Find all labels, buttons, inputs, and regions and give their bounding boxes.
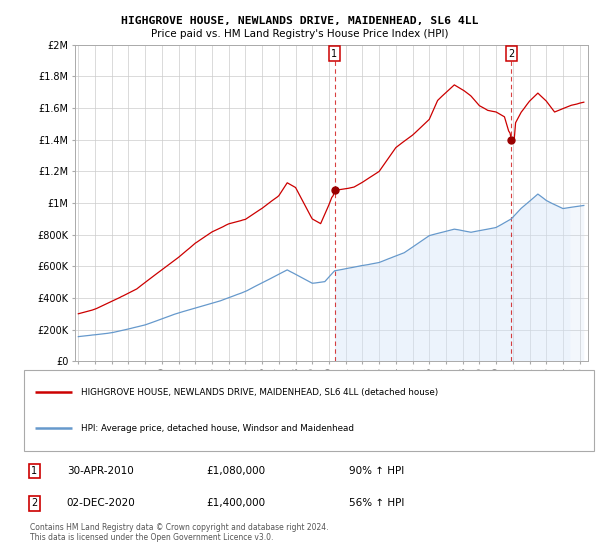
Text: HIGHGROVE HOUSE, NEWLANDS DRIVE, MAIDENHEAD, SL6 4LL: HIGHGROVE HOUSE, NEWLANDS DRIVE, MAIDENH…	[121, 16, 479, 26]
Text: 30-APR-2010: 30-APR-2010	[67, 466, 133, 476]
Text: 2: 2	[508, 49, 515, 59]
Text: 1: 1	[31, 466, 37, 476]
Text: £1,080,000: £1,080,000	[206, 466, 266, 476]
Text: 1: 1	[331, 49, 338, 59]
Text: Contains HM Land Registry data © Crown copyright and database right 2024.
This d: Contains HM Land Registry data © Crown c…	[30, 523, 328, 542]
Text: £1,400,000: £1,400,000	[206, 498, 266, 508]
FancyBboxPatch shape	[24, 370, 594, 451]
Text: 02-DEC-2020: 02-DEC-2020	[67, 498, 136, 508]
Text: 2: 2	[31, 498, 37, 508]
Text: 56% ↑ HPI: 56% ↑ HPI	[349, 498, 404, 508]
Text: 90% ↑ HPI: 90% ↑ HPI	[349, 466, 404, 476]
Text: HIGHGROVE HOUSE, NEWLANDS DRIVE, MAIDENHEAD, SL6 4LL (detached house): HIGHGROVE HOUSE, NEWLANDS DRIVE, MAIDENH…	[81, 388, 438, 397]
Text: HPI: Average price, detached house, Windsor and Maidenhead: HPI: Average price, detached house, Wind…	[81, 423, 354, 432]
Text: Price paid vs. HM Land Registry's House Price Index (HPI): Price paid vs. HM Land Registry's House …	[151, 29, 449, 39]
